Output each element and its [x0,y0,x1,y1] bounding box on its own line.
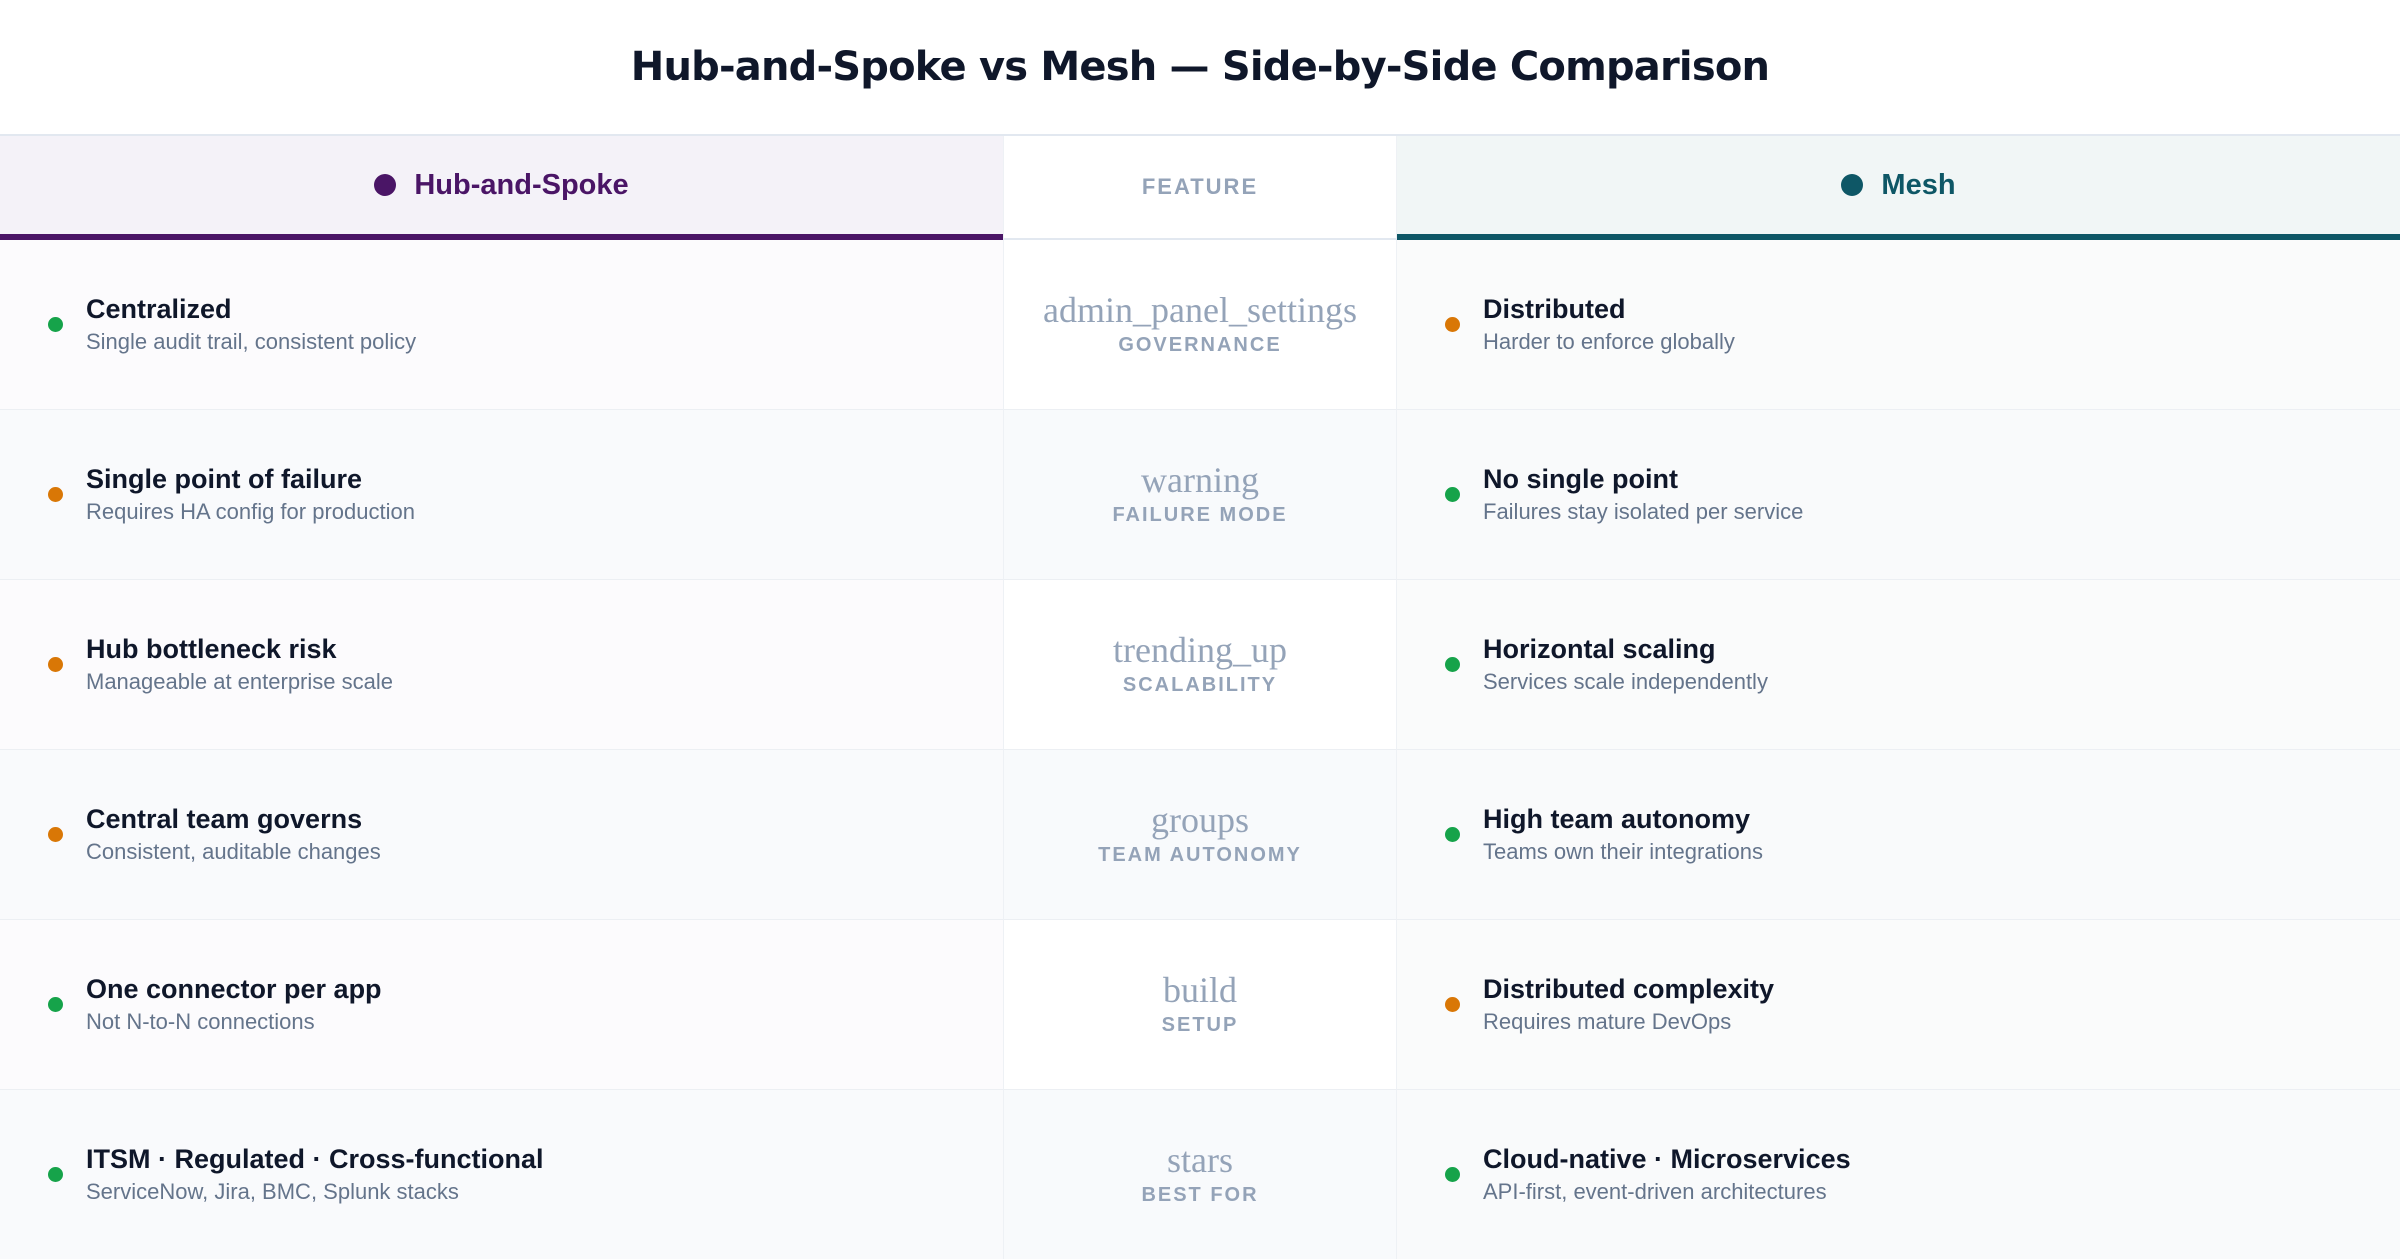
mesh-cell-text: High team autonomy Teams own their integr… [1483,804,1763,865]
mesh-cell: Cloud-native · Microservices API-first, e… [1397,1090,2400,1259]
hub-cell: Single point of failure Requires HA confi… [0,410,1003,580]
feature-label: SETUP [1161,1013,1239,1036]
positive-status-icon [1445,487,1460,502]
feature-label: GOVERNANCE [1118,333,1282,356]
mesh-cell-title: Horizontal scaling [1483,634,1716,664]
mesh-cell-title: No single point [1483,464,1678,494]
positive-status-icon [48,997,63,1012]
mesh-cell: Distributed Harder to enforce globally [1397,240,2400,410]
mesh-cell: Distributed complexity Requires mature De… [1397,920,2400,1090]
warning-status-icon [1445,997,1460,1012]
feature-label: SCALABILITY [1122,673,1278,696]
hub-cell-subtitle: Single audit trail, consistent policy [86,329,417,354]
mesh-column-label: Mesh [1881,168,1956,201]
mesh-cell-title: Distributed [1483,294,1626,324]
hub-cell: One connector per app Not N-to-N connecti… [0,920,1003,1090]
warning-status-icon [48,487,63,502]
hub-cell-subtitle: Not N-to-N connections [86,1009,315,1034]
positive-status-icon [1445,1167,1460,1182]
warning-status-icon [48,657,63,672]
hub-cell-text: Centralized Single audit trail, consisten… [86,294,416,355]
hub-column-label: Hub-and-Spoke [414,168,629,201]
stars-icon: stars [1167,1140,1233,1181]
hub-cell-subtitle: ServiceNow, Jira, BMC, Splunk stacks [86,1179,459,1204]
hub-cell: ITSM · Regulated · Cross-functional Servi… [0,1090,1003,1259]
mesh-cell-text: Distributed Harder to enforce globally [1483,294,1735,355]
mesh-cell-text: Horizontal scaling Services scale indepen… [1483,634,1768,695]
mesh-cell-subtitle: Services scale independently [1483,669,1768,694]
mesh-cell-text: No single point Failures stay isolated pe… [1483,464,1803,525]
mesh-cell-title: Cloud-native · Microservices [1483,1144,1851,1174]
mesh-cell: Horizontal scaling Services scale indepen… [1397,580,2400,750]
hub-cell: Central team governs Consistent, auditabl… [0,750,1003,920]
hub-cell-title: Centralized [86,294,232,324]
mesh-column-header: Mesh [1397,136,2400,240]
mesh-cell-subtitle: API-first, event-driven architectures [1483,1179,1827,1204]
mesh-cell-subtitle: Harder to enforce globally [1483,329,1735,354]
mesh-cell: High team autonomy Teams own their integr… [1397,750,2400,920]
hub-cell-title: ITSM · Regulated · Cross-functional [86,1144,544,1174]
mesh-cell-title: Distributed complexity [1483,974,1775,1004]
feature-cell: warning FAILURE MODE [1003,410,1397,580]
feature-label: BEST FOR [1141,1183,1259,1206]
feature-cell: admin_panel_settings GOVERNANCE [1003,240,1397,410]
warning-status-icon [48,827,63,842]
trending-up-icon: trending_up [1113,630,1287,671]
mesh-cell-title: High team autonomy [1483,804,1751,834]
feature-label: TEAM AUTONOMY [1098,843,1302,866]
mesh-cell-subtitle: Teams own their integrations [1483,839,1764,864]
hub-cell-title: Hub bottleneck risk [86,634,337,664]
positive-status-icon [48,317,63,332]
hub-cell-subtitle: Manageable at enterprise scale [86,669,393,694]
feature-cell: stars BEST FOR [1003,1090,1397,1259]
mesh-cell-subtitle: Failures stay isolated per service [1483,499,1804,524]
positive-status-icon [1445,657,1460,672]
page-title: Hub-and-Spoke vs Mesh — Side-by-Side Com… [630,44,1770,90]
groups-icon: groups [1151,800,1249,841]
positive-status-icon [1445,827,1460,842]
hub-column-header: Hub-and-Spoke [0,136,1003,240]
comparison-table: Hub-and-Spoke FEATURE Mesh Centralized Si… [0,136,2400,1259]
mesh-cell-text: Cloud-native · Microservices API-first, e… [1483,1144,1851,1205]
warning-status-icon [1445,317,1460,332]
build-icon: build [1162,970,1237,1011]
mesh-legend-dot-icon [1841,174,1864,196]
title-bar: Hub-and-Spoke vs Mesh — Side-by-Side Com… [0,0,2400,136]
hub-cell: Centralized Single audit trail, consisten… [0,240,1003,410]
hub-cell: Hub bottleneck risk Manageable at enterpr… [0,580,1003,750]
admin-panel-settings-icon: admin_panel_settings [1043,290,1357,331]
hub-cell-text: Hub bottleneck risk Manageable at enterpr… [86,634,393,695]
positive-status-icon [48,1167,63,1182]
mesh-cell-subtitle: Requires mature DevOps [1483,1009,1732,1034]
mesh-cell: No single point Failures stay isolated pe… [1397,410,2400,580]
warning-icon: warning [1141,460,1259,501]
hub-cell-text: ITSM · Regulated · Cross-functional Servi… [86,1144,544,1205]
hub-cell-subtitle: Consistent, auditable changes [86,839,381,864]
feature-column-label: FEATURE [1141,174,1259,199]
hub-cell-subtitle: Requires HA config for production [86,499,415,524]
hub-cell-title: One connector per app [86,974,382,1004]
hub-legend-dot-icon [374,174,397,196]
hub-cell-text: Central team governs Consistent, auditabl… [86,804,381,865]
feature-column-header: FEATURE [1003,136,1397,240]
feature-cell: groups TEAM AUTONOMY [1003,750,1397,920]
feature-label: FAILURE MODE [1112,503,1288,526]
hub-cell-text: One connector per app Not N-to-N connecti… [86,974,382,1035]
hub-cell-text: Single point of failure Requires HA confi… [86,464,415,525]
hub-cell-title: Central team governs [86,804,363,834]
feature-cell: build SETUP [1003,920,1397,1090]
hub-cell-title: Single point of failure [86,464,362,494]
feature-cell: trending_up SCALABILITY [1003,580,1397,750]
mesh-cell-text: Distributed complexity Requires mature De… [1483,974,1774,1035]
